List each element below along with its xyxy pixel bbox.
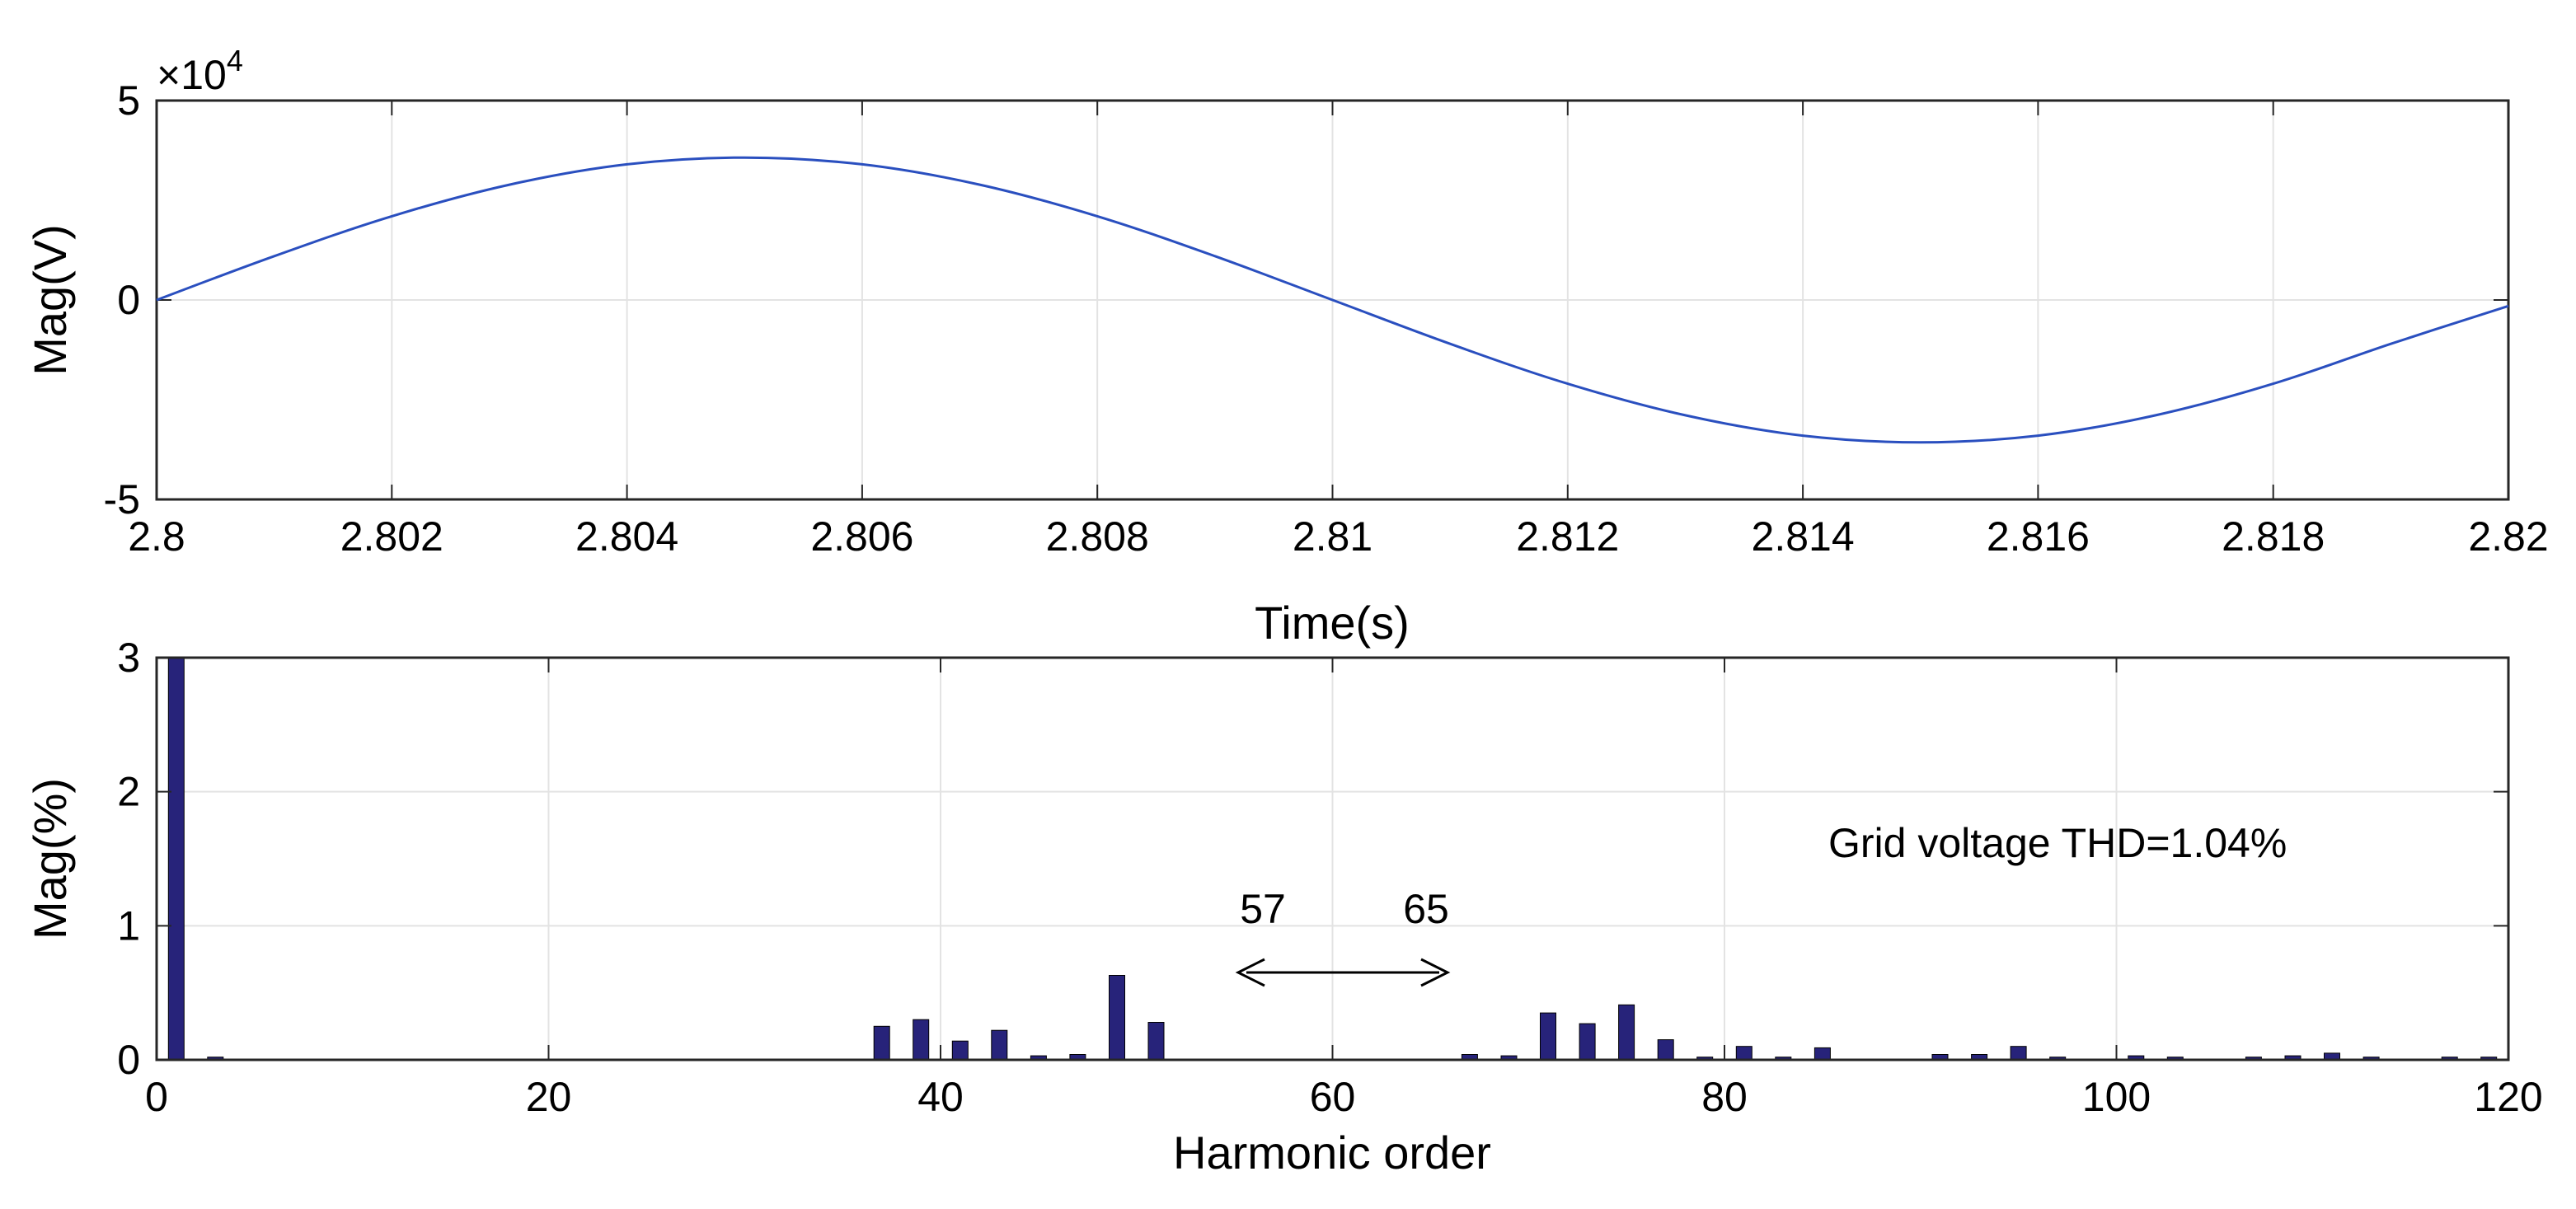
top-x-tick-label: 2.82 [2468, 513, 2548, 560]
bottom-y-tick-label: 2 [117, 769, 140, 815]
bottom-x-tick-labels: 0 20 40 60 80 100 120 [145, 1074, 2543, 1120]
bottom-x-tick-label: 60 [1310, 1074, 1356, 1120]
top-tick-marks [156, 100, 2509, 500]
bottom-x-tick-label: 0 [145, 1074, 168, 1120]
top-x-tick-label: 2.81 [1293, 513, 1372, 560]
harmonic-spectrum-plot: 0 20 40 60 80 100 120 0 1 2 3 Harmonic order Mag(… [24, 635, 2543, 1179]
harmonic-bar [1814, 1047, 1831, 1061]
harmonic-bar [1735, 1046, 1753, 1061]
bottom-tick-marks [156, 657, 2509, 1061]
top-x-tick-label: 2.8 [128, 513, 185, 560]
harmonic-bar [1109, 975, 1125, 1061]
bottom-grid [157, 658, 2508, 1060]
top-x-tick-label: 2.812 [1516, 513, 1619, 560]
top-x-tick-label: 2.808 [1046, 513, 1149, 560]
top-x-tick-label: 2.818 [2222, 513, 2325, 560]
top-x-tick-label: 2.804 [575, 513, 678, 560]
harmonic-bar [1147, 1022, 1165, 1061]
top-y-tick-labels: -5 0 5 [104, 77, 140, 522]
harmonic-bar [873, 1025, 890, 1061]
bottom-y-tick-label: 3 [117, 635, 140, 681]
y-exponent-label: ×104 [157, 44, 243, 98]
bottom-x-tick-label: 80 [1701, 1074, 1748, 1120]
top-y-tick-label: 0 [117, 277, 140, 323]
bottom-x-tick-label: 100 [2082, 1074, 2151, 1120]
bottom-y-tick-label: 1 [117, 902, 140, 949]
harmonic-bar [167, 657, 185, 1061]
bottom-x-axis-label: Harmonic order [1173, 1127, 1491, 1179]
harmonic-bar [1540, 1012, 1556, 1061]
bottom-x-tick-label: 20 [526, 1074, 572, 1120]
harmonic-bar [913, 1019, 930, 1061]
top-x-tick-label: 2.802 [340, 513, 443, 560]
harmonic-bar [951, 1040, 969, 1061]
arrow-right-label: 65 [1403, 886, 1449, 932]
top-y-tick-label: -5 [104, 476, 140, 522]
voltage-time-plot: 2.8 2.802 2.804 2.806 2.808 2.81 2.812 2.814 2.8… [24, 44, 2549, 649]
harmonic-bar [2010, 1046, 2027, 1061]
bottom-x-tick-label: 120 [2474, 1074, 2542, 1120]
top-y-axis-label: Mag(V) [24, 224, 76, 376]
top-x-axis-label: Time(s) [1255, 597, 1410, 649]
top-y-tick-label: 5 [117, 77, 140, 124]
harmonic-bar [1579, 1023, 1596, 1061]
harmonic-bar [1618, 1004, 1635, 1061]
harmonic-bar [1657, 1039, 1674, 1061]
bottom-y-axis-label: Mag(%) [24, 778, 76, 940]
top-x-tick-label: 2.814 [1752, 513, 1855, 560]
top-x-tick-labels: 2.8 2.802 2.804 2.806 2.808 2.81 2.812 2.814 2.8… [128, 513, 2548, 560]
top-x-tick-label: 2.806 [810, 513, 913, 560]
range-double-arrow [1235, 958, 1451, 987]
arrow-left-label: 57 [1240, 886, 1286, 932]
thd-annotation: Grid voltage THD=1.04% [1828, 820, 2287, 866]
bottom-y-tick-labels: 0 1 2 3 [117, 635, 140, 1083]
bottom-x-tick-label: 40 [917, 1074, 964, 1120]
bottom-y-tick-label: 0 [117, 1037, 140, 1083]
harmonic-bar [991, 1029, 1008, 1061]
top-x-tick-label: 2.816 [1987, 513, 2090, 560]
harmonic-bars [167, 657, 2498, 1061]
voltage-waveform-line [156, 156, 2509, 444]
